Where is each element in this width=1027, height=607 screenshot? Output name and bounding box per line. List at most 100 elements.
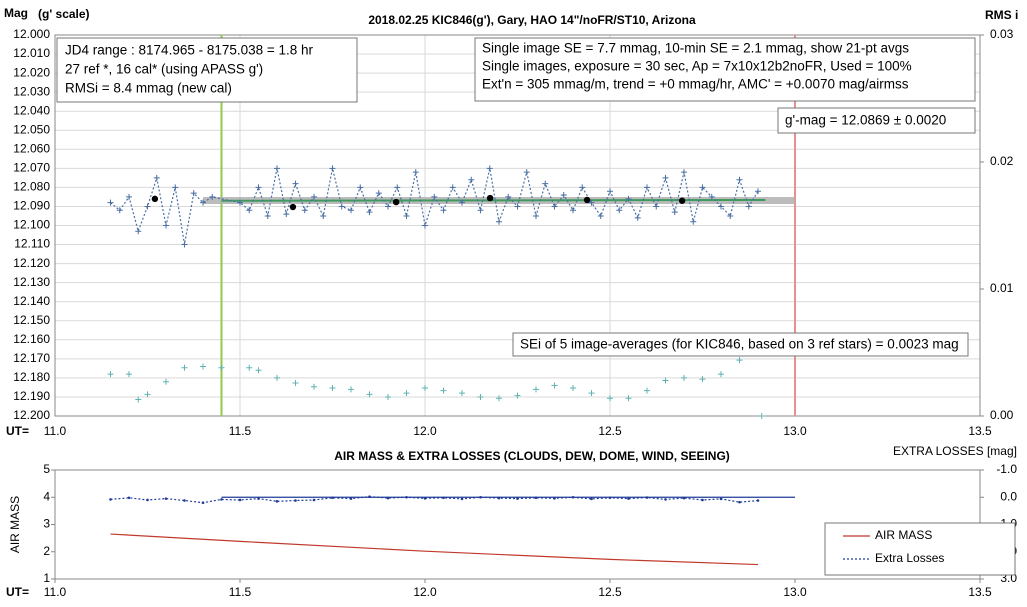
data-point — [514, 392, 521, 399]
data-point — [422, 385, 428, 392]
data-point — [479, 495, 482, 499]
data-point — [403, 390, 410, 397]
data-point — [183, 499, 186, 502]
y-tick-label: 12.140 — [13, 294, 50, 308]
data-point — [644, 184, 650, 191]
series-line — [110, 496, 759, 504]
annotation-box — [56, 37, 358, 103]
y2-tick-label: -1.0 — [996, 462, 1017, 476]
data-point — [107, 199, 114, 206]
data-point — [220, 498, 223, 501]
y-tick-label: 12.060 — [13, 141, 50, 155]
data-point — [357, 184, 364, 191]
data-point — [701, 498, 704, 502]
data-point — [368, 495, 371, 499]
data-point — [338, 203, 345, 210]
x-tick-label: 13.5 — [968, 585, 992, 599]
data-point — [329, 165, 336, 172]
data-point — [431, 193, 438, 200]
data-point — [699, 184, 706, 191]
x-tick-label: 12.0 — [413, 424, 437, 438]
data-point — [392, 198, 400, 206]
data-point — [181, 241, 188, 248]
data-point — [237, 199, 243, 206]
data-point — [588, 199, 595, 206]
data-point — [422, 222, 428, 229]
data-point — [366, 209, 373, 216]
data-point — [386, 496, 390, 500]
data-point — [644, 387, 650, 394]
data-point — [246, 207, 253, 214]
data-point — [583, 196, 591, 204]
y-tick-label: 12.160 — [13, 332, 50, 346]
data-point — [320, 212, 327, 219]
data-point — [164, 497, 168, 500]
data-point — [745, 203, 752, 210]
data-point — [719, 497, 723, 501]
data-point — [200, 363, 206, 370]
data-point — [662, 377, 669, 384]
data-point — [505, 193, 512, 200]
data-point — [283, 211, 290, 218]
x-tick-label: 11.0 — [44, 585, 67, 599]
x-tick-label: 11.5 — [229, 424, 252, 438]
data-point — [625, 195, 632, 202]
data-point — [126, 193, 132, 200]
data-point — [496, 395, 502, 402]
data-point — [477, 207, 484, 214]
y-tick-label: 12.170 — [13, 351, 50, 365]
data-point — [238, 498, 242, 502]
data-point — [405, 495, 408, 499]
y2-tick-label: 0.02 — [990, 154, 1014, 168]
data-point — [736, 357, 743, 364]
data-point — [460, 497, 464, 501]
y-tick-label: 12.030 — [13, 84, 50, 98]
data-point — [533, 212, 539, 219]
y-tick-label: 12.200 — [13, 408, 50, 422]
annotation-text: Ext'n = 305 mmag/m, trend = +0 mmag/hr, … — [482, 77, 909, 92]
data-point — [459, 390, 465, 397]
data-point — [218, 364, 225, 371]
annotation-text: Single image SE = 7.7 mmag, 10-min SE = … — [482, 41, 909, 56]
data-point — [274, 165, 280, 172]
y2-tick-label: 0.0 — [1000, 489, 1017, 503]
data-point — [151, 195, 159, 203]
data-point — [289, 203, 297, 211]
data-point — [496, 218, 502, 225]
y-axis-label: Mag — [4, 6, 28, 20]
data-point — [385, 393, 391, 400]
data-point — [375, 190, 382, 197]
data-point — [497, 496, 501, 500]
data-point — [699, 376, 706, 383]
data-point — [126, 371, 132, 378]
data-point — [681, 374, 687, 381]
data-point — [348, 207, 354, 214]
y-tick-label: 12.070 — [13, 161, 50, 175]
y-tick-label: 12.110 — [14, 237, 50, 251]
y-tick-label: 2 — [43, 544, 50, 558]
data-point — [459, 199, 465, 206]
x-tick-label: 12.0 — [413, 585, 437, 599]
y-axis-label: AIR MASS — [8, 496, 22, 553]
data-point — [477, 393, 484, 400]
y-tick-label: 12.010 — [13, 46, 50, 60]
data-point — [348, 386, 354, 393]
annotation-text: RMSi = 8.4 mmag (new cal) — [65, 81, 232, 96]
data-point — [146, 498, 149, 502]
data-point — [755, 188, 761, 195]
data-point — [607, 188, 613, 195]
data-point — [607, 395, 613, 402]
chart-title: 2018.02.25 KIC846(g'), Gary, HAO 14"/noF… — [368, 13, 696, 27]
x-axis-label: UT= — [6, 585, 29, 599]
data-point — [571, 495, 575, 499]
data-point — [153, 174, 160, 181]
data-point — [627, 497, 630, 500]
data-point — [542, 180, 549, 187]
data-point — [163, 222, 169, 229]
annotation-box — [777, 107, 976, 134]
y-tick-label: 12.090 — [13, 199, 50, 213]
y-tick-label: 12.190 — [13, 389, 50, 403]
data-point — [312, 498, 316, 502]
data-point — [442, 496, 445, 500]
